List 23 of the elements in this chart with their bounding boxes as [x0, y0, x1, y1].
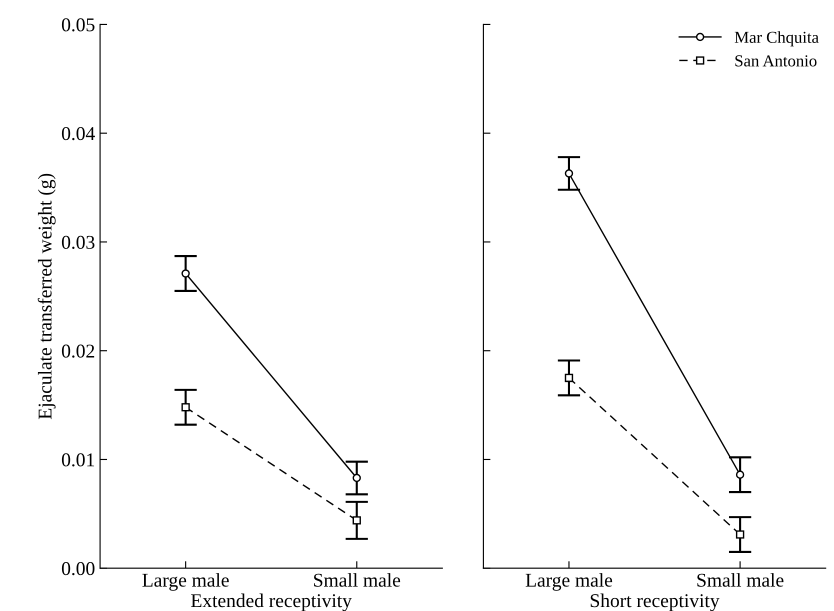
point: [181, 403, 190, 412]
y-tick-label: 0.01: [62, 453, 94, 466]
point: [564, 374, 574, 382]
x-tick-label: Large male: [142, 573, 229, 591]
x-tick-label: Small male: [697, 573, 784, 587]
legend-label: San Antonio: [735, 55, 817, 66]
x-tick-label: Small male: [314, 573, 400, 587]
y-axis-title: Ejaculate transferred weight (g): [38, 174, 56, 420]
x-axis-title: Extended receptivity: [191, 594, 352, 611]
point: [564, 169, 574, 178]
x-tick-label: Large male: [526, 573, 612, 591]
y-tick-label: 0.03: [62, 236, 94, 249]
point: [352, 516, 361, 525]
point: [181, 269, 190, 278]
y-tick-label: 0.00: [62, 562, 94, 576]
point: [736, 530, 744, 539]
y-tick-label: 0.02: [62, 344, 94, 358]
point: [736, 470, 744, 479]
y-tick-label: 0.04: [62, 127, 95, 140]
x-axis-title: Short receptivity: [590, 594, 720, 611]
legend-label: Mar Chquita: [734, 31, 819, 46]
y-tick-label: 0.05: [62, 18, 94, 32]
point: [352, 474, 361, 482]
